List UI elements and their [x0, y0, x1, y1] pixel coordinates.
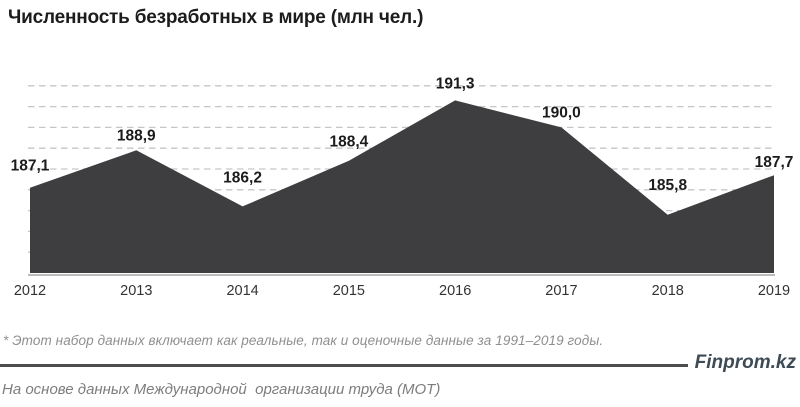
area-series — [30, 100, 774, 274]
data-point-label: 188,9 — [117, 127, 156, 144]
chart-title: Численность безработных в мире (млн чел.… — [8, 7, 424, 28]
data-point-label: 187,7 — [755, 154, 794, 171]
x-axis-label: 2013 — [120, 283, 152, 299]
data-point-label: 188,4 — [329, 134, 368, 151]
source-note: На основе данных Международной организац… — [2, 381, 441, 398]
data-point-label: 190,0 — [542, 104, 581, 121]
data-point-label: 191,3 — [436, 75, 475, 92]
data-point-label: 187,1 — [11, 158, 50, 175]
unemployment-area-chart: 187,1 188,9 186,2 188,4 191,3 190,0 185,8 187,7… — [11, 75, 794, 299]
brand-logo: Finprom.kz — [694, 352, 796, 373]
divider-line — [0, 364, 688, 367]
data-point-label: 186,2 — [223, 169, 262, 186]
x-axis-label: 2018 — [652, 283, 684, 299]
x-axis-label: 2019 — [758, 283, 790, 299]
x-axis-label: 2014 — [226, 283, 258, 299]
x-axis-label: 2015 — [333, 283, 365, 299]
data-point-label: 185,8 — [648, 177, 687, 194]
footnote: * Этот набор данных включает как реальны… — [3, 333, 604, 348]
x-axis-label: 2016 — [439, 283, 471, 299]
x-axis-label: 2017 — [545, 283, 577, 299]
x-axis-label: 2012 — [14, 283, 46, 299]
